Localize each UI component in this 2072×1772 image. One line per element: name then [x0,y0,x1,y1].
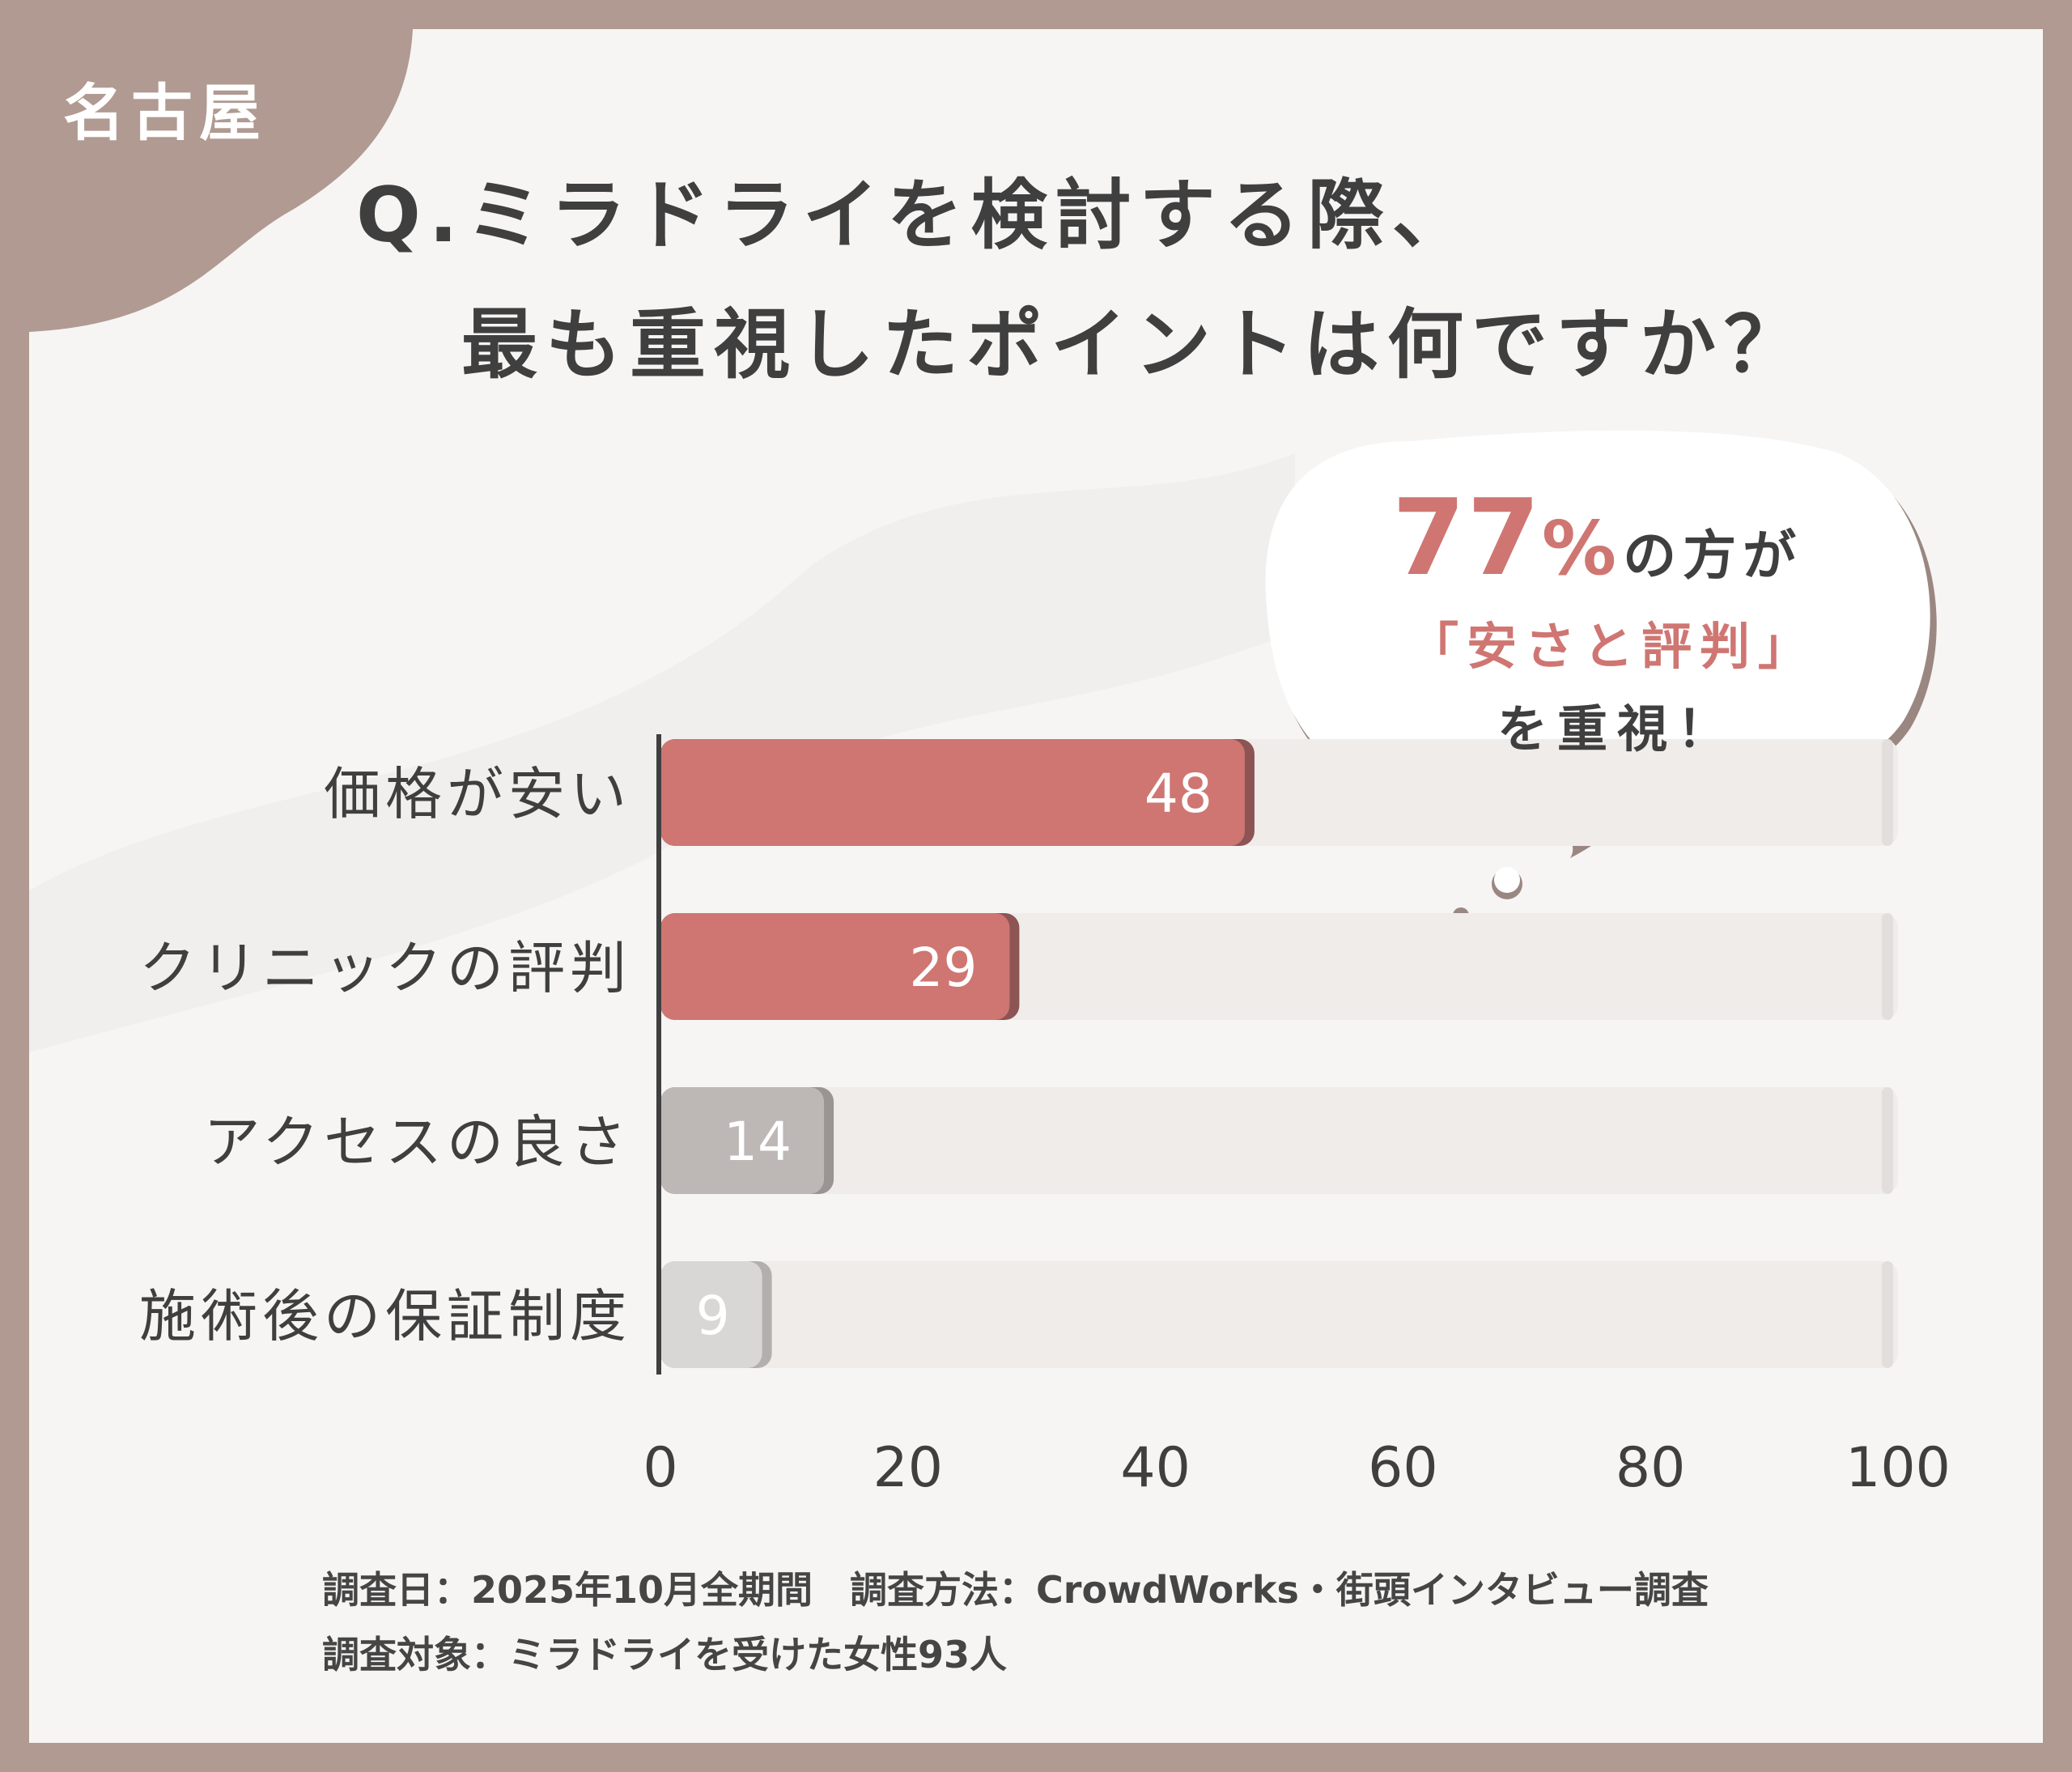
callout-line-1: 77%の方が [1392,476,1802,599]
callout-percent: 77 [1392,476,1542,599]
category-label: アクセスの良さ [204,1109,632,1175]
bar-value-label: 29 [909,937,977,999]
bar-track-edge [1882,1087,1893,1194]
callout-line-2: 「安さと評判」 [1408,617,1817,676]
callout-percent-sign: % [1541,505,1624,592]
x-tick-label: 20 [873,1436,944,1500]
x-tick-label: 60 [1368,1436,1438,1500]
bar-track-edge [1882,739,1893,846]
footnote-line-2: 調査対象：ミラドライを受けた女性93人 [322,1633,1008,1676]
bar-track-edge [1882,1261,1893,1368]
bar-value-label: 14 [724,1111,792,1173]
x-tick-label: 40 [1120,1436,1191,1500]
question-line-1: Q.ミラドライを検討する際、 [356,172,1476,260]
bar [660,1087,825,1194]
bar [660,739,1245,846]
category-label: クリニックの評判 [139,935,631,1001]
bar [660,913,1010,1020]
callout-line-3: を重視！ [1497,699,1738,759]
bar [660,1261,762,1368]
question-line-2: 最も重視したポイントは何ですか？ [461,301,1809,389]
bar-track [665,1087,1898,1194]
category-label: 施術後の保証制度 [139,1283,631,1349]
category-label: 価格が安い [324,761,631,827]
x-tick-label: 100 [1845,1436,1951,1500]
city-badge-label: 名古屋 [63,77,267,149]
bar-value-label: 9 [696,1285,730,1347]
corner-tab [29,29,413,332]
bar-group: 48 価格が安い 29 クリニックの評判 14 アクセスの良さ 9 施術後の保証制度 [139,739,1898,1368]
callout-line-1-suffix: の方が [1623,525,1803,587]
bar-track-edge [1882,913,1893,1020]
bar-value-label: 48 [1144,763,1212,825]
footnote-line-1: 調査日：2025年10月全期間 調査方法：CrowdWorks・街頭インタビュー… [322,1568,1709,1612]
x-tick-label: 80 [1616,1436,1686,1500]
x-tick-labels: 0 20 40 60 80 100 [643,1436,1951,1500]
x-tick-label: 0 [643,1436,677,1500]
callout-dot-large-hl [1494,867,1520,893]
bar-track [665,1261,1898,1368]
